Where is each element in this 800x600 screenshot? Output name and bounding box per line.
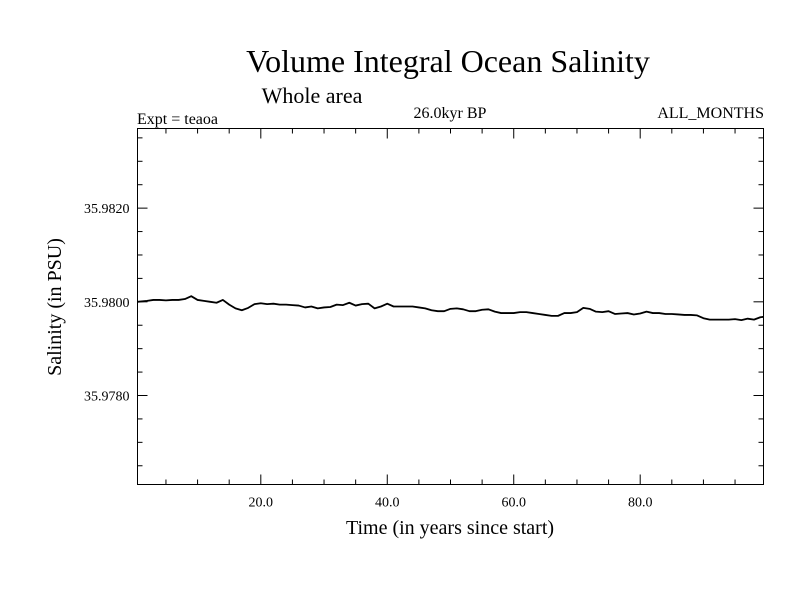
months-label: ALL_MONTHS (657, 105, 764, 122)
period-label: 26.0kyr BP (414, 105, 487, 122)
x-tick-label: 40.0 (375, 496, 400, 511)
y-tick-label: 35.9780 (84, 390, 130, 405)
x-axis-label: Time (in years since start) (346, 517, 554, 539)
y-axis-label: Salinity (in PSU) (44, 238, 66, 376)
x-tick-label: 20.0 (249, 496, 274, 511)
x-tick-label: 60.0 (501, 496, 526, 511)
chart-title: Volume Integral Ocean Salinity (246, 43, 650, 79)
y-tick-label: 35.9800 (84, 296, 130, 311)
chart-subtitle: Whole area (262, 83, 363, 108)
y-axis-ticks: 35.9780 35.9800 35.9820 (84, 137, 764, 467)
x-tick-label: 80.0 (628, 496, 653, 511)
series-layer (137, 295, 764, 321)
x-axis-ticks: 20.0 40.0 60.0 80.0 (165, 128, 736, 511)
y-tick-label: 35.9820 (84, 202, 130, 217)
experiment-label: Expt = teaoa (137, 111, 218, 128)
salinity-series-line (137, 295, 764, 321)
